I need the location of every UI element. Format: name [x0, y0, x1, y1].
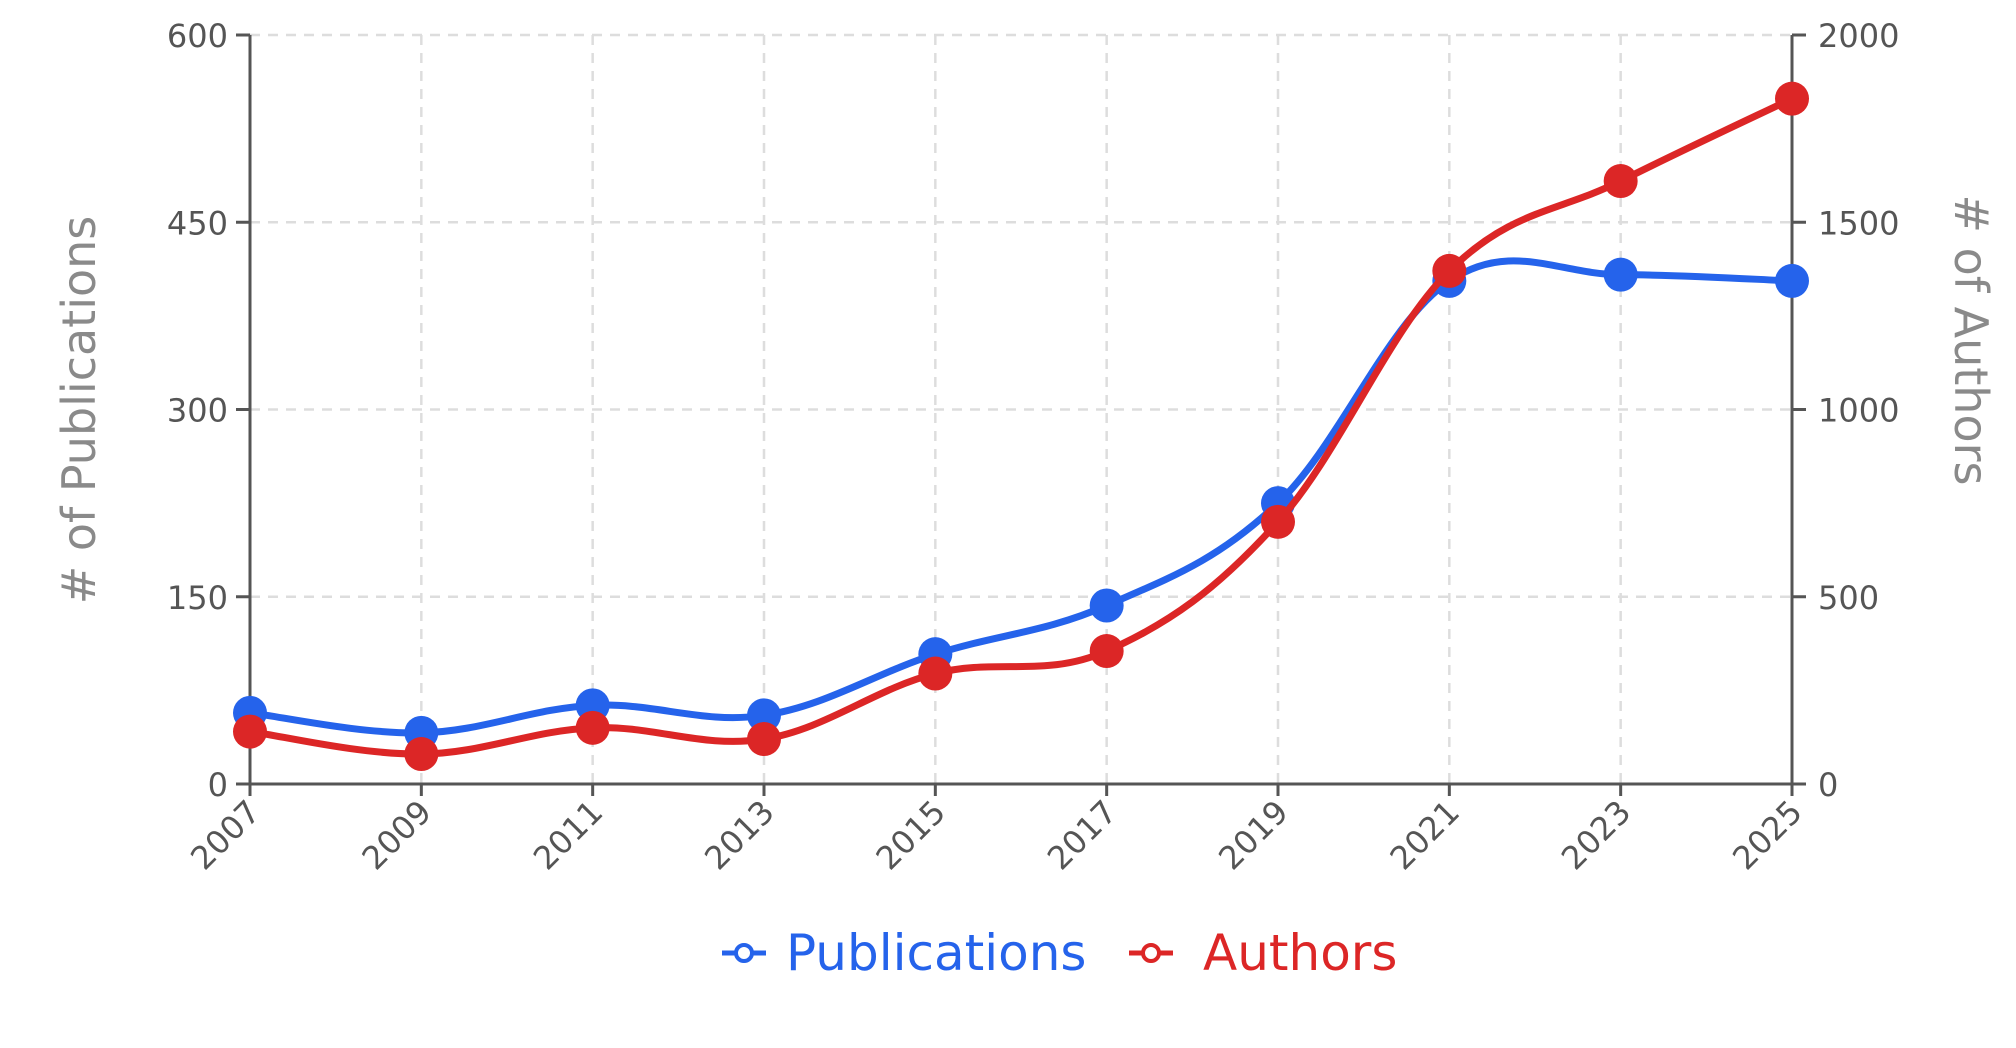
legend-marker-icon: [1141, 943, 1161, 963]
x-tick-label: 2025: [1725, 793, 1809, 877]
x-tick-label: 2009: [355, 793, 439, 877]
data-point-authors[interactable]: [233, 714, 267, 749]
series: [233, 81, 1809, 772]
y-tick-label-right: 1000: [1818, 392, 1899, 430]
grid: [250, 33, 1792, 784]
y-tick-label-right: 2000: [1818, 17, 1899, 55]
y-tick-label-right: 500: [1818, 579, 1879, 617]
legend-marker-icon: [734, 943, 754, 963]
x-tick-label: 2019: [1211, 793, 1295, 877]
data-point-publications[interactable]: [1603, 257, 1638, 292]
x-tick-label: 2021: [1383, 793, 1467, 877]
x-tick-label: 2013: [697, 793, 781, 877]
y-tick-label-left: 300: [167, 392, 228, 430]
left-axis-title: # of Publications: [52, 216, 106, 605]
data-point-authors[interactable]: [1089, 634, 1124, 669]
series-authors: [233, 81, 1809, 772]
legend-label-publications: Publications: [786, 924, 1086, 982]
series-publications: [233, 257, 1809, 750]
series-line-publications: [246, 257, 1796, 737]
data-point-authors[interactable]: [918, 656, 953, 691]
x-tick-label: 2017: [1040, 793, 1124, 877]
axes: [248, 35, 1794, 786]
y-tick-label-left: 0: [208, 766, 228, 804]
data-point-authors[interactable]: [1603, 164, 1638, 199]
legend: Publications Authors: [722, 924, 1397, 982]
data-point-authors[interactable]: [1261, 504, 1295, 539]
legend-item-authors[interactable]: Authors: [1129, 924, 1397, 982]
data-point-publications[interactable]: [1089, 588, 1124, 623]
data-point-authors[interactable]: [747, 722, 781, 757]
x-tick-label: 2007: [183, 793, 267, 877]
y-tick-label-left: 600: [167, 17, 228, 55]
data-point-publications[interactable]: [1775, 263, 1809, 298]
data-point-authors[interactable]: [404, 737, 439, 772]
y-tick-label-left: 450: [167, 204, 228, 242]
y-tick-label-left: 150: [167, 579, 228, 617]
x-tick-label: 2011: [526, 793, 610, 877]
data-point-authors[interactable]: [1432, 253, 1467, 288]
data-point-authors[interactable]: [1775, 81, 1809, 116]
data-point-publications[interactable]: [747, 698, 781, 733]
right-axis-title: # of Authors: [1944, 195, 1998, 486]
x-tick-label: 2023: [1554, 793, 1638, 877]
x-tick-label: 2015: [869, 793, 953, 877]
y-tick-label-right: 0: [1818, 766, 1838, 804]
y-tick-label-right: 1500: [1818, 204, 1899, 242]
legend-item-publications[interactable]: Publications: [722, 924, 1086, 982]
legend-label-authors: Authors: [1203, 924, 1397, 982]
data-point-authors[interactable]: [575, 710, 610, 745]
series-line-authors: [246, 95, 1796, 758]
